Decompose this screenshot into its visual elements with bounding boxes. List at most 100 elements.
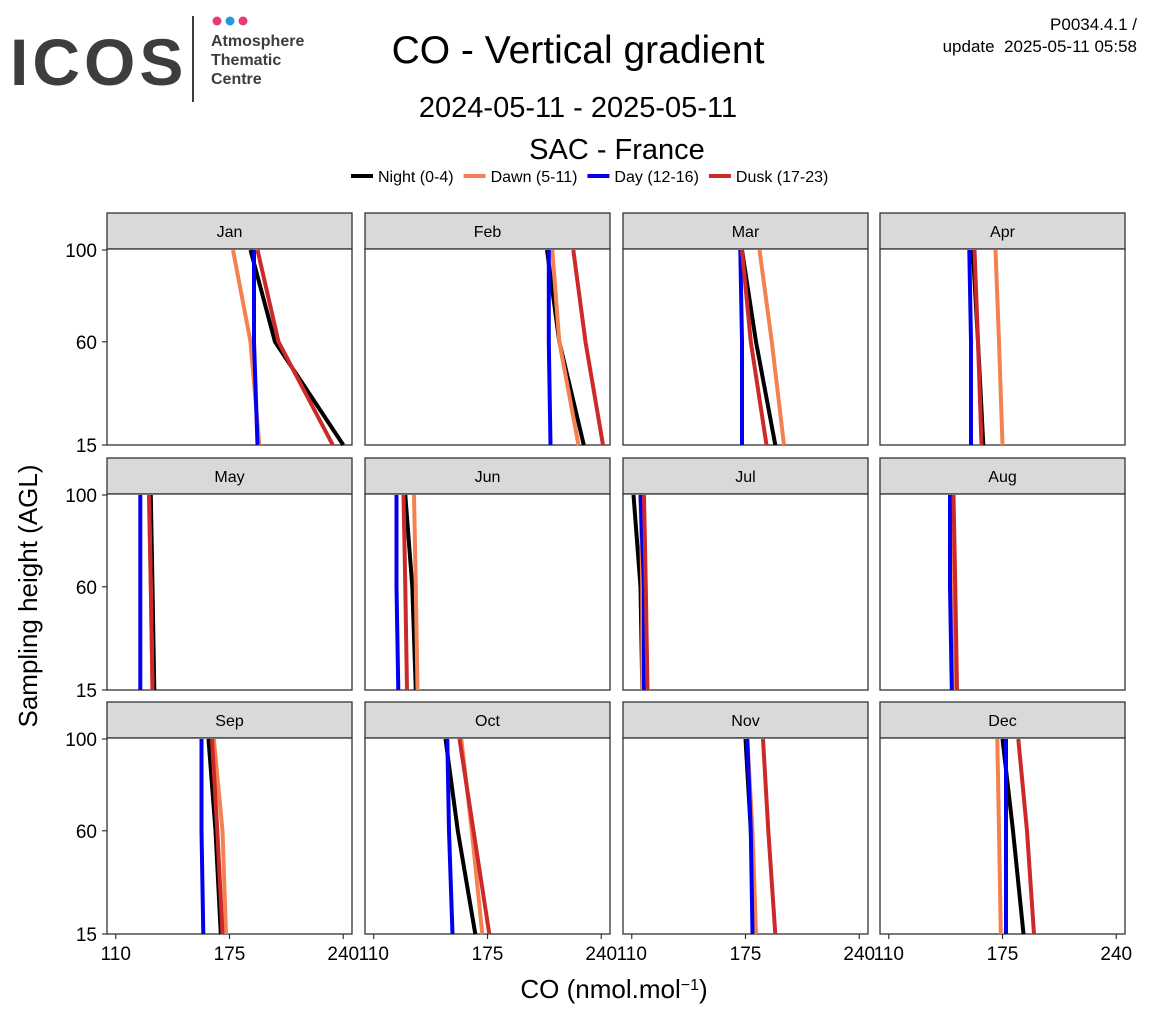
panel-strip-label: Sep xyxy=(215,713,244,730)
x-tick-label: 110 xyxy=(874,944,904,965)
panel-strip-label: Mar xyxy=(732,224,760,241)
logo-subtitle-line-3: Centre xyxy=(211,71,262,88)
y-tick-label: 60 xyxy=(76,822,97,843)
panel-plot-area xyxy=(364,737,611,935)
x-tick-label: 175 xyxy=(730,944,762,965)
series-line-2 xyxy=(948,495,954,691)
panel-strip-label: May xyxy=(214,469,244,486)
series-line-2 xyxy=(252,250,260,446)
panel-dec: Dec 110 175 240 xyxy=(874,701,1132,965)
series-line-3 xyxy=(951,494,959,691)
panel-plot-area xyxy=(879,493,1126,691)
panel-strip xyxy=(106,701,353,739)
panel-strip xyxy=(622,212,869,250)
y-tick-label: 60 xyxy=(76,578,97,599)
series-line-3 xyxy=(642,494,650,691)
series-line-1 xyxy=(550,249,581,446)
series-line-2 xyxy=(199,739,206,935)
series-line-3 xyxy=(147,494,155,691)
series-line-3 xyxy=(210,738,225,935)
panel-plot-area xyxy=(106,493,353,691)
y-tick-label: 100 xyxy=(65,486,97,507)
panel-strip xyxy=(622,457,869,495)
series-line-2 xyxy=(745,738,755,935)
x-axis-title-main: CO (nmol.mol xyxy=(520,974,680,1004)
series-line-1 xyxy=(993,249,1005,446)
panel-strip-label: Dec xyxy=(988,713,1016,730)
y-tick-label: 15 xyxy=(76,436,97,457)
series-line-2 xyxy=(445,738,455,935)
update-timestamp: update 2025-05-11 05:58 xyxy=(942,37,1137,56)
x-tick-label: 240 xyxy=(843,944,875,965)
panel-strip xyxy=(879,457,1126,495)
panel-mar: Mar xyxy=(622,212,869,446)
x-tick-label: 110 xyxy=(101,944,131,965)
y-tick-label: 60 xyxy=(76,333,97,354)
series-line-3 xyxy=(740,249,769,446)
legend-label-1: Dawn (5-11) xyxy=(491,169,578,186)
series-line-1 xyxy=(211,738,228,935)
series-line-3 xyxy=(457,738,492,935)
panel-jul: Jul xyxy=(622,457,869,691)
x-tick-label: 175 xyxy=(214,944,246,965)
version-number: P0034.4.1 / xyxy=(1050,15,1137,34)
legend-label-0: Night (0-4) xyxy=(378,169,454,186)
panel-strip-label: Apr xyxy=(990,224,1016,241)
panel-feb: Feb xyxy=(364,212,611,446)
panel-strip xyxy=(106,212,353,250)
facet-panels: Jan 15 60 100 Feb Mar Apr May 15 60 100 Jun Jul Aug Se… xyxy=(65,212,1132,965)
panel-plot-area xyxy=(364,493,611,691)
series-line-1 xyxy=(995,738,1003,935)
series-line-3 xyxy=(401,494,409,691)
panel-may: May 15 60 100 xyxy=(65,457,353,702)
series-line-2 xyxy=(967,249,973,445)
x-tick-label: 175 xyxy=(987,944,1019,965)
panel-apr: Apr xyxy=(879,212,1126,446)
logo-subtitle-line-2: Thematic xyxy=(211,52,281,69)
chart-station: SAC - France xyxy=(529,134,705,166)
panel-strip xyxy=(106,457,353,495)
x-axis-title-exponent: −1 xyxy=(681,977,699,994)
legend-label-2: Day (12-16) xyxy=(614,169,698,186)
logo-dot-1 xyxy=(212,16,222,26)
x-tick-label: 175 xyxy=(472,944,504,965)
series-line-3 xyxy=(1016,738,1036,935)
panel-strip-label: Jan xyxy=(217,224,243,241)
panel-strip xyxy=(364,701,611,739)
panel-plot-area xyxy=(106,737,353,935)
series-line-1 xyxy=(757,249,786,446)
logo-subtitle-line-1: Atmosphere xyxy=(211,33,304,50)
x-tick-label: 240 xyxy=(585,944,617,965)
panel-plot-area xyxy=(879,737,1126,935)
y-tick-label: 100 xyxy=(65,730,97,751)
y-tick-label: 15 xyxy=(76,681,97,702)
series-line-2 xyxy=(546,250,553,446)
y-tick-label: 100 xyxy=(65,241,97,262)
panel-strip xyxy=(364,457,611,495)
panel-strip-label: Nov xyxy=(731,713,759,730)
series-line-1 xyxy=(412,494,420,691)
series-line-2 xyxy=(394,495,401,691)
y-axis-title: Sampling height (AGL) xyxy=(13,464,43,727)
panel-plot-area xyxy=(364,248,611,446)
x-tick-label: 110 xyxy=(617,944,647,965)
legend-label-3: Dusk (17-23) xyxy=(736,169,828,186)
series-line-3 xyxy=(761,738,778,935)
x-tick-label: 240 xyxy=(327,944,359,965)
icos-logo: ICOS Atmosphere Thematic Centre xyxy=(8,10,328,110)
panel-plot-area xyxy=(622,248,869,446)
series-line-3 xyxy=(571,249,605,446)
panel-oct: Oct 110 175 240 xyxy=(359,701,617,965)
panel-jun: Jun xyxy=(364,457,611,691)
panel-nov: Nov 110 175 240 xyxy=(617,701,875,965)
series-line-3 xyxy=(255,249,335,446)
legend: Night (0-4) Dawn (5-11) Day (12-16) Dusk (1… xyxy=(351,169,828,186)
series-line-0 xyxy=(248,249,345,447)
panel-strip-label: Feb xyxy=(474,224,502,241)
x-axis-title-close: ) xyxy=(699,974,708,1004)
chart-subtitle: 2024-05-11 - 2025-05-11 xyxy=(419,92,737,124)
panel-strip-label: Oct xyxy=(475,713,500,730)
panel-strip-label: Jul xyxy=(735,469,755,486)
version-info: P0034.4.1 / update 2025-05-11 05:58 xyxy=(943,14,1137,58)
